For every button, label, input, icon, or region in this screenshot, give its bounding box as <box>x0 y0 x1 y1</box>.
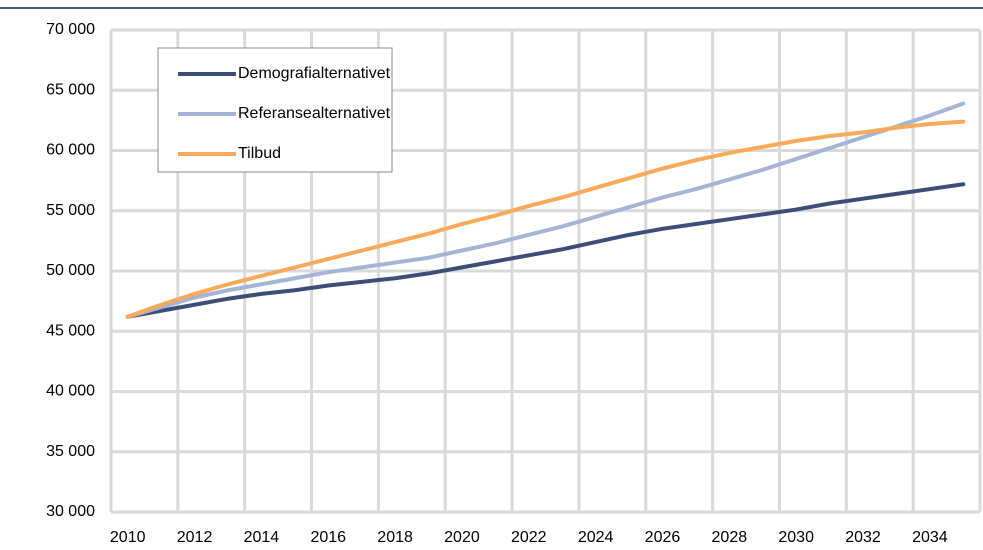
x-tick-label: 2020 <box>444 529 480 546</box>
x-tick-label: 2016 <box>310 529 346 546</box>
y-tick-label: 55 000 <box>46 202 95 219</box>
y-tick-label: 30 000 <box>46 503 95 520</box>
x-tick-label: 2028 <box>712 529 748 546</box>
x-tick-label: 2022 <box>511 529 547 546</box>
x-tick-label: 2024 <box>578 529 614 546</box>
y-tick-label: 35 000 <box>46 443 95 460</box>
x-tick-label: 2034 <box>912 529 948 546</box>
x-tick-label: 2012 <box>177 529 213 546</box>
y-tick-label: 40 000 <box>46 383 95 400</box>
y-tick-label: 60 000 <box>46 142 95 159</box>
x-tick-label: 2030 <box>778 529 814 546</box>
y-tick-label: 45 000 <box>46 322 95 339</box>
series-line <box>125 182 966 319</box>
x-tick-label: 2032 <box>845 529 881 546</box>
x-tick-label: 2018 <box>377 529 413 546</box>
x-tick-label: 2026 <box>645 529 681 546</box>
x-tick-label: 2014 <box>244 529 280 546</box>
y-tick-label: 50 000 <box>46 262 95 279</box>
x-tick-label: 2010 <box>110 529 146 546</box>
legend-box <box>157 47 393 173</box>
legend-label: Demografialternativet <box>238 65 391 82</box>
legend-label: Tilbud <box>238 145 281 162</box>
y-tick-label: 65 000 <box>46 81 95 98</box>
legend-label: Referansealternativet <box>238 105 391 122</box>
series-line <box>125 119 966 319</box>
y-tick-label: 70 000 <box>46 21 95 38</box>
series-line <box>125 101 966 319</box>
